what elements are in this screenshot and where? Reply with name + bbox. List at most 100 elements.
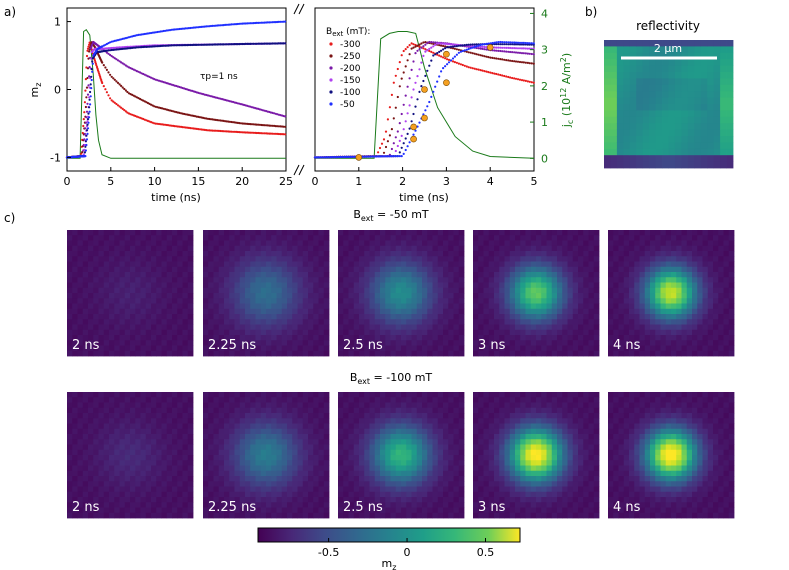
data-point (471, 67, 474, 70)
data-point (469, 47, 472, 50)
pixel (166, 272, 173, 278)
pixel (380, 314, 386, 320)
pixel (494, 251, 500, 257)
pixel (499, 308, 505, 315)
data-point (266, 132, 269, 135)
pixel (338, 272, 344, 278)
pixel (297, 277, 304, 283)
data-point (115, 48, 118, 51)
pixel (427, 319, 433, 325)
map-cell (674, 78, 682, 86)
pixel (182, 329, 189, 336)
pixel (644, 277, 651, 283)
pixel (250, 308, 256, 315)
pixel (593, 287, 600, 294)
data-point (321, 156, 324, 159)
pixel (385, 335, 391, 341)
pixel (618, 277, 625, 283)
pixel (187, 287, 194, 294)
data-point (377, 155, 380, 158)
pixel (151, 235, 157, 241)
data-point (184, 27, 187, 30)
data-point (203, 43, 206, 46)
data-point (219, 129, 222, 133)
pixel (151, 345, 157, 352)
pixel (260, 245, 267, 252)
pixel (88, 251, 94, 257)
jc-tick-label: 3 (541, 44, 548, 57)
pixel (504, 235, 511, 241)
pixel (478, 314, 484, 320)
pixel (437, 230, 444, 236)
pixel (172, 277, 178, 283)
pixel (411, 277, 418, 283)
pixel (364, 235, 370, 241)
current-pulse-line-left (67, 29, 286, 159)
pixel (302, 340, 309, 346)
data-point (175, 125, 178, 128)
pixel (245, 293, 251, 299)
data-point (520, 41, 524, 44)
map-cell (662, 104, 669, 111)
map-cell (604, 46, 611, 54)
pixel (660, 245, 667, 252)
pixel (660, 240, 667, 247)
pixel (161, 240, 168, 247)
data-point (109, 97, 112, 100)
pixel (130, 303, 136, 310)
legend-marker (329, 66, 333, 70)
pixel (369, 240, 376, 247)
pixel (401, 277, 407, 283)
data-point (335, 156, 338, 159)
pixel (681, 251, 688, 257)
data-point (195, 127, 198, 130)
pixel (182, 335, 189, 341)
data-point (477, 53, 480, 56)
map-cell (707, 155, 715, 162)
map-cell (700, 129, 708, 137)
data-point (420, 85, 423, 88)
map-cell (726, 104, 734, 111)
pixel (536, 303, 542, 310)
pixel (82, 245, 89, 252)
pixel (323, 277, 330, 283)
data-point (451, 60, 455, 63)
data-point (505, 50, 508, 53)
pixel (473, 251, 479, 257)
pixel (453, 314, 460, 320)
pixel (161, 350, 168, 357)
pixel (151, 245, 157, 252)
data-point (479, 47, 482, 50)
pixel (406, 277, 412, 283)
pixel (156, 293, 162, 299)
pixel (583, 329, 589, 336)
map-cell (623, 84, 631, 92)
pixel (608, 256, 614, 262)
pixel (323, 282, 330, 289)
pixel (660, 277, 667, 283)
pixel (562, 303, 568, 310)
pixel (297, 245, 304, 252)
pixel (374, 298, 381, 304)
pixel (88, 282, 94, 289)
pixel (692, 287, 698, 294)
data-point (414, 45, 417, 48)
pixel (567, 303, 574, 310)
pixel (359, 329, 365, 336)
pixel (343, 314, 349, 320)
data-point (176, 125, 179, 128)
data-point (481, 45, 484, 48)
pixel (655, 308, 661, 315)
pixel (208, 251, 214, 257)
pixel (483, 230, 490, 236)
pixel (182, 282, 189, 289)
data-point (530, 62, 533, 65)
pixel (416, 277, 423, 283)
data-point (513, 43, 516, 46)
pixel (504, 277, 511, 283)
pixel (536, 230, 542, 236)
pixel (583, 298, 589, 304)
pixel (613, 282, 619, 289)
pixel (634, 329, 640, 336)
pixel (318, 345, 325, 352)
